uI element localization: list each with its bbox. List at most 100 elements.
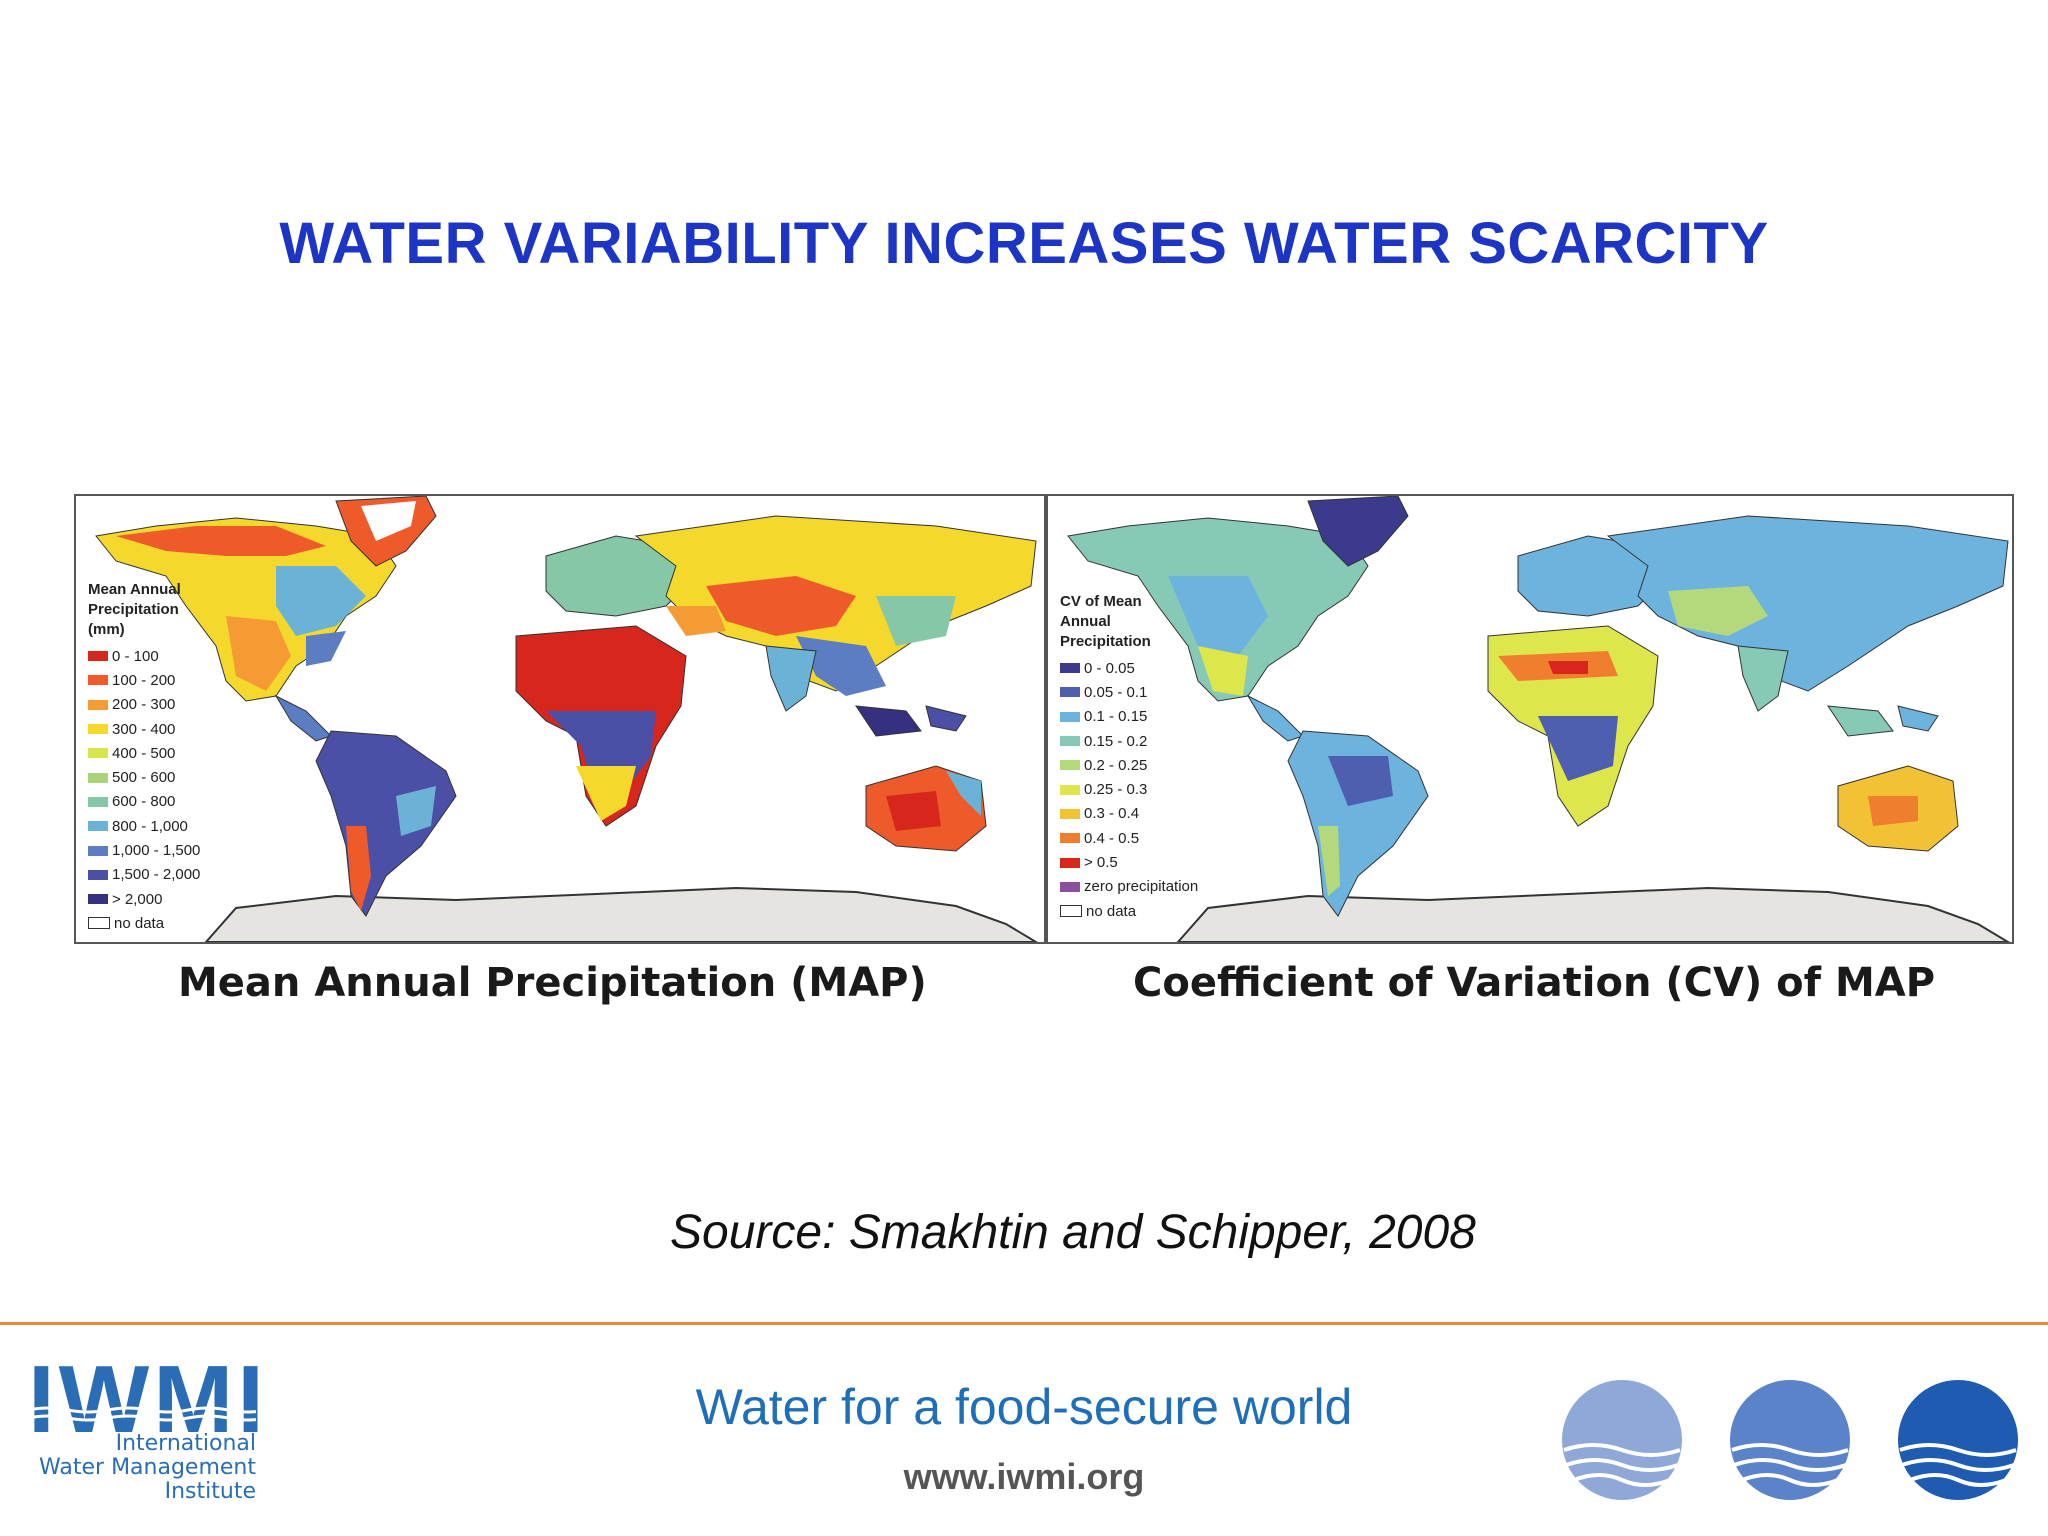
legend-swatch [1060,857,1080,868]
greenland [1307,496,1409,567]
legend-map: CV of Mean Annual Precipitation 0 - 0.05… [1060,592,1198,923]
legend-item: 800 - 1,000 [88,814,200,838]
legend-swatch [1060,808,1080,819]
iwmi-logo: IWMI International Water Management Inst… [28,1346,268,1512]
legend-item: 0.05 - 0.1 [1060,680,1198,704]
legend-swatch [88,748,108,759]
legend-swatch [1060,760,1080,771]
legend-label: 0.2 - 0.25 [1084,756,1148,774]
legend-item: 0.4 - 0.5 [1060,826,1198,850]
institute-name-line: International [115,1431,256,1456]
legend-map: Mean Annual Precipitation (mm) 0 - 100 10… [88,580,200,936]
legend-label: 500 - 600 [112,769,176,787]
legend-title-line: Annual [1060,613,1111,630]
legend-item: 400 - 500 [88,741,200,765]
legend-label: 400 - 500 [112,744,176,762]
tagline: Water for a food-secure world [695,1379,1353,1435]
legend-label: > 2,000 [112,890,163,908]
legend-label: 0.05 - 0.1 [1084,683,1148,701]
legend-label: no data [1086,902,1137,920]
legend-swatch [1060,736,1080,747]
legend-item: 0.15 - 0.2 [1060,729,1198,753]
south-america [315,730,457,917]
water-circle-icon [1898,1380,2018,1500]
legend-swatch [1060,905,1082,918]
legend-label: 600 - 800 [112,793,176,811]
legend-label: 1,000 - 1,500 [112,842,201,860]
institute-name-line: Institute [164,1479,256,1504]
world-map-precipitation [95,496,1038,942]
legend-label: 0.15 - 0.2 [1084,732,1148,750]
source-citation: Source: Smakhtin and Schipper, 2008 [670,1206,1476,1259]
legend-swatch [1060,663,1080,674]
legend-item: > 2,000 [88,887,200,911]
legend-title-line: CV of Mean [1060,593,1142,610]
logo-wave-lines [28,1406,256,1422]
legend-swatch [88,675,108,686]
legend-item: 600 - 800 [88,790,200,814]
legend-title-line: Mean Annual [88,581,181,598]
legend-title: Mean Annual Precipitation (mm) [88,580,200,640]
legend-item: 0.1 - 0.15 [1060,705,1198,729]
legend-swatch [88,821,108,832]
legend-item: 200 - 300 [88,693,200,717]
legend-item: 0.25 - 0.3 [1060,777,1198,801]
water-circle-icon [1730,1380,1850,1500]
caption-map-right: Coefficient of Variation (CV) of MAP [1133,960,1936,1006]
institute-name-line: Water Management [39,1455,256,1480]
legend-label: zero precipitation [1084,878,1199,896]
legend-item: 0 - 100 [88,644,200,668]
legend-item: zero precipitation [1060,875,1198,899]
institute-name: International Water Management Institute [28,1432,256,1504]
legend-title-line: Precipitation [1060,633,1151,650]
legend-swatch [88,796,108,807]
south-america [1287,730,1429,917]
map-mean-annual-precipitation: Mean Annual Precipitation (mm) 0 - 100 10… [74,494,1046,944]
legend-swatch [88,869,108,880]
legend-item: 0 - 0.05 [1060,656,1198,680]
legend-label: 100 - 200 [112,671,176,689]
website-url[interactable]: www.iwmi.org [903,1456,1145,1497]
legend-label: 300 - 400 [112,720,176,738]
legend-swatch [1060,687,1080,698]
legend-item: 500 - 600 [88,765,200,789]
legend-swatch [1060,833,1080,844]
antarctica [1176,886,2010,942]
legend-swatch [1060,711,1080,722]
legend-swatch [1060,881,1080,892]
legend-swatch [88,894,108,905]
legend-label: > 0.5 [1084,854,1118,872]
europe [1517,535,1669,617]
legend-title: CV of Mean Annual Precipitation [1060,592,1198,652]
water-circle-icon [1562,1380,1682,1500]
legend-swatch [88,699,108,710]
legend-swatch [88,845,108,856]
legend-item: 0.3 - 0.4 [1060,802,1198,826]
world-map-cv [1067,496,2010,942]
legend-label: 0.25 - 0.3 [1084,781,1148,799]
legend-item: 100 - 200 [88,668,200,692]
legend-item: > 0.5 [1060,850,1198,874]
map-cv-precipitation: CV of Mean Annual Precipitation 0 - 0.05… [1046,494,2014,944]
caption-map-left: Mean Annual Precipitation (MAP) [178,960,927,1006]
legend-label: 0.3 - 0.4 [1084,805,1140,823]
legend-title-line: (mm) [88,621,125,638]
legend-swatch [88,917,110,930]
legend-item: 0.2 - 0.25 [1060,753,1198,777]
asia [1606,515,2009,692]
legend-swatch [88,651,108,662]
antarctica [204,886,1038,942]
legend-swatch [88,772,108,783]
legend-label: 0.4 - 0.5 [1084,829,1140,847]
iwmi-logo-text: IWMI [28,1346,268,1453]
legend-item: 300 - 400 [88,717,200,741]
legend-item: 1,000 - 1,500 [88,838,200,862]
legend-title-line: Precipitation [88,601,179,618]
legend-item: no data [1060,899,1198,923]
legend-label: 0 - 100 [112,647,159,665]
legend-label: 200 - 300 [112,696,176,714]
legend-item: no data [88,911,200,935]
slide-title: WATER VARIABILITY INCREASES WATER SCARCI… [279,211,1769,276]
water-circles-logo [1562,1380,2018,1500]
legend-label: 800 - 1,000 [112,817,188,835]
